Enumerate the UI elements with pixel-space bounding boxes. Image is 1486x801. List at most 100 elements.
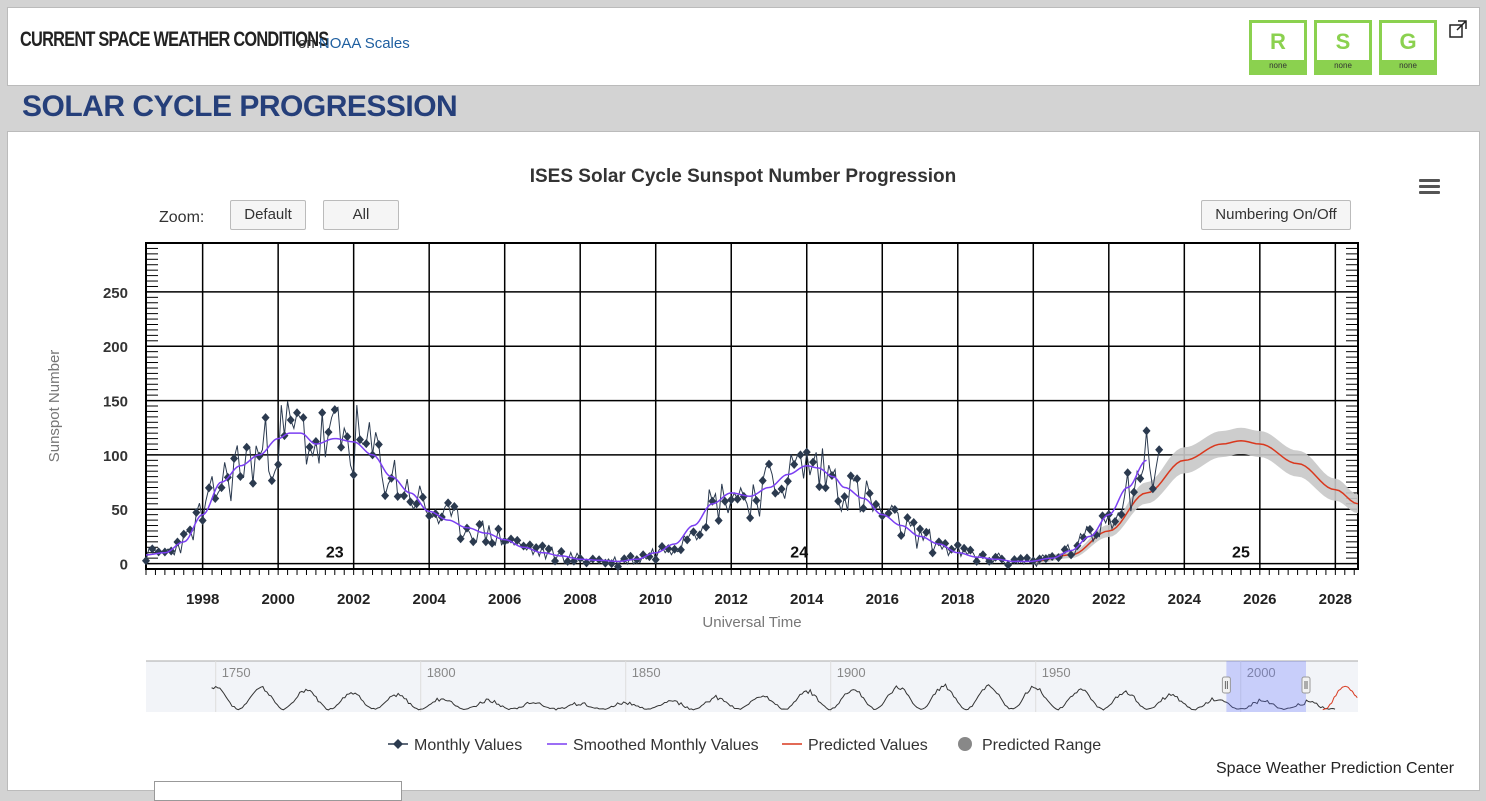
x-tick-label: 2014 (790, 591, 824, 608)
smoothed-line (145, 432, 1147, 563)
monthly-point (299, 413, 308, 423)
monthly-point (890, 504, 899, 514)
noaa-scales-line: on NOAA Scales (298, 35, 410, 52)
monthly-point (1004, 560, 1013, 570)
monthly-point (796, 450, 805, 460)
monthly-point (827, 470, 836, 480)
monthly-point (1136, 474, 1145, 484)
product-select[interactable] (154, 781, 402, 801)
monthly-point (613, 562, 622, 572)
monthly-point (1155, 445, 1164, 455)
x-tick-label: 2006 (488, 591, 521, 608)
monthly-point (972, 556, 981, 566)
monthly-point (966, 545, 975, 555)
monthly-point (173, 537, 182, 547)
x-tick-label: 2016 (866, 591, 899, 608)
zoom-label: Zoom: (159, 209, 205, 226)
navigator-handle (1301, 676, 1311, 694)
monthly-point (494, 524, 503, 534)
monthly-point (393, 491, 402, 501)
monthly-point (242, 442, 251, 452)
monthly-point (865, 488, 874, 498)
scale-r-level: none (1269, 61, 1287, 70)
scale-s-badge[interactable]: S none (1314, 20, 1372, 75)
y-tick-label: 100 (103, 448, 128, 465)
navigator-label: 1800 (427, 665, 456, 680)
y-tick-label: 150 (103, 394, 128, 411)
chart-legend: Monthly Values Smoothed Monthly Values Pre… (388, 737, 1101, 754)
monthly-point (582, 558, 591, 568)
range-navigator[interactable]: 1750 1800 1850 1900 1950 2000 (146, 660, 1358, 712)
legend-label: Predicted Values (808, 737, 928, 754)
x-tick-label: 2012 (715, 591, 748, 608)
x-tick-label: 2028 (1319, 591, 1352, 608)
conditions-title: CURRENT SPACE WEATHER CONDITIONS (20, 28, 329, 51)
monthly-point (286, 415, 295, 425)
chart-title: ISES Solar Cycle Sunspot Number Progress… (529, 166, 957, 187)
credit-text: Space Weather Prediction Center (1216, 760, 1455, 777)
monthly-point (330, 405, 339, 415)
monthly-point (1123, 468, 1132, 478)
scale-r-badge[interactable]: R none (1249, 20, 1307, 75)
monthly-point (1079, 533, 1088, 543)
predicted-range-band (1033, 427, 1358, 564)
x-tick-label: 2022 (1092, 591, 1125, 608)
monthly-point (261, 413, 270, 423)
monthly-point (1129, 487, 1138, 497)
x-tick-label: 2008 (564, 591, 597, 608)
monthly-point (676, 545, 685, 555)
monthly-point (248, 478, 257, 488)
monthly-point (922, 527, 931, 537)
monthly-point (204, 483, 213, 493)
monthly-point (324, 427, 333, 437)
monthly-point (821, 483, 830, 493)
numbering-toggle-button[interactable]: Numbering On/Off (1201, 200, 1351, 230)
x-tick-label: 1998 (186, 591, 219, 608)
scale-r-letter: R (1252, 23, 1304, 60)
predicted-line (1033, 440, 1359, 563)
monthly-point (525, 540, 534, 550)
monthly-point (488, 538, 497, 548)
navigator-background (146, 661, 1358, 712)
monthly-point (783, 476, 792, 486)
monthly-point (148, 544, 157, 554)
monthly-point (1111, 516, 1120, 526)
monthly-point (274, 460, 283, 470)
popout-icon[interactable] (1449, 20, 1467, 38)
navigator-selection (1226, 661, 1306, 712)
monthly-point (557, 547, 566, 557)
conditions-header: CURRENT SPACE WEATHER CONDITIONS on NOAA… (7, 7, 1480, 86)
monthly-point (450, 502, 459, 512)
monthly-point (305, 442, 314, 452)
monthly-point (576, 553, 585, 563)
monthly-point (337, 442, 346, 452)
legend-label: Monthly Values (414, 737, 522, 754)
zoom-default-button[interactable]: Default (230, 200, 306, 230)
monthly-point (481, 537, 490, 547)
scale-g-letter: G (1382, 23, 1434, 60)
chart-grid (145, 242, 1359, 575)
on-text: on (298, 35, 315, 52)
y-tick-label: 50 (111, 502, 128, 519)
zoom-all-button[interactable]: All (323, 200, 399, 230)
x-tick-label: 2018 (941, 591, 974, 608)
monthly-point (513, 535, 522, 545)
navigator-label: 1950 (1042, 665, 1071, 680)
monthly-point (381, 491, 390, 501)
chart-axes: 0 50 100 150 200 250 1998 2000 2002 2004 2006 2008 2… (46, 285, 1352, 631)
monthly-point (683, 535, 692, 545)
scale-g-badge[interactable]: G none (1379, 20, 1437, 75)
predicted-values-series (1033, 440, 1359, 563)
monthly-point (764, 459, 773, 469)
x-tick-label: 2002 (337, 591, 370, 608)
monthly-point (1022, 553, 1031, 563)
y-axis-title: Sunspot Number (46, 350, 63, 463)
noaa-scales-link[interactable]: NOAA Scales (318, 35, 410, 52)
hamburger-menu-icon[interactable] (1419, 179, 1440, 195)
monthly-point (771, 488, 780, 498)
navigator-label: 1900 (837, 665, 866, 680)
monthly-point (318, 408, 327, 418)
cycle-label: 23 (326, 545, 344, 562)
monthly-point (815, 482, 824, 492)
monthly-point (551, 556, 560, 566)
